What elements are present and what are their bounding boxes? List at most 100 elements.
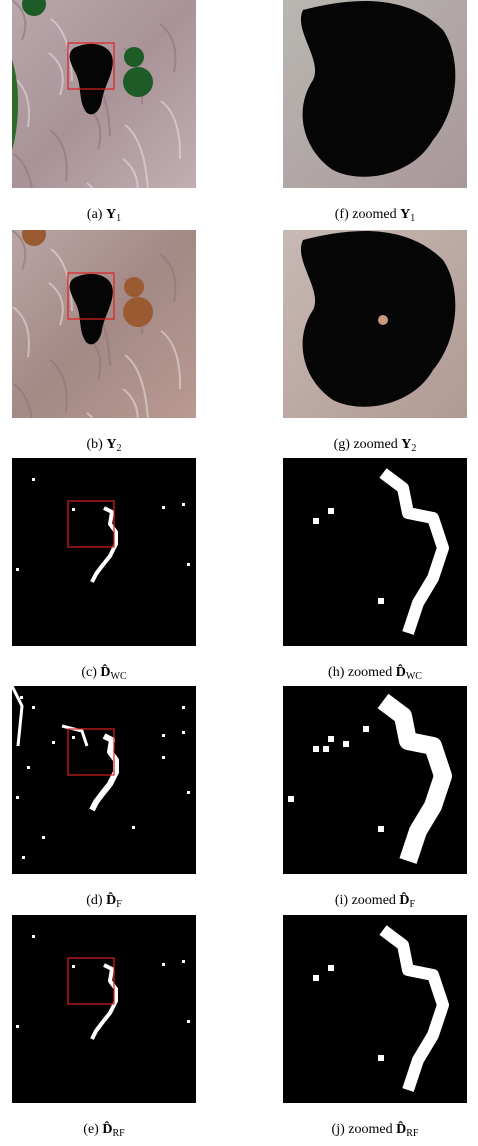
change-pixel <box>22 856 25 859</box>
caption: (i) zoomed D̂F <box>335 891 416 910</box>
caption-symbol: D̂ <box>396 663 406 680</box>
change-pixel <box>162 756 165 759</box>
change-pixel <box>313 975 319 981</box>
caption-subscript: F <box>116 899 122 910</box>
panel-image <box>12 915 196 1103</box>
caption-tag: (d) <box>86 893 103 908</box>
caption-symbol: Y <box>401 437 411 452</box>
image-background <box>12 458 196 646</box>
caption-subscript: F <box>410 899 416 910</box>
caption-tag: (e) <box>83 1122 99 1137</box>
change-pixel <box>162 734 165 737</box>
figure: (a) Y1(b) Y2(c) D̂WC(d) D̂F(e) D̂RF(f) z… <box>0 0 478 1146</box>
change-pixel <box>32 935 35 938</box>
change-pixel <box>313 746 319 752</box>
caption-subscript: RF <box>112 1128 125 1139</box>
field <box>22 222 46 246</box>
panel-image <box>283 686 467 874</box>
caption-subscript: 1 <box>116 213 121 224</box>
change-pixel <box>323 746 329 752</box>
change-pixel <box>378 1055 384 1061</box>
caption-prefix: zoomed <box>352 893 396 908</box>
caption-tag: (c) <box>81 665 97 680</box>
change-pixel <box>162 963 165 966</box>
change-pixel <box>20 696 23 699</box>
caption: (j) zoomed D̂RF <box>332 1120 419 1139</box>
caption-tag: (b) <box>87 437 104 452</box>
change-pixel <box>52 741 55 744</box>
change-pixel <box>132 826 135 829</box>
change-pixel <box>182 960 185 963</box>
change-pixel <box>16 568 19 571</box>
caption-tag: (h) <box>328 665 345 680</box>
caption: (h) zoomed D̂WC <box>328 663 422 682</box>
panel-image <box>283 458 467 646</box>
caption-subscript: 2 <box>116 443 121 454</box>
change-pixel <box>328 965 334 971</box>
caption-symbol: Y <box>106 207 116 222</box>
panel-image <box>12 222 196 467</box>
caption-symbol: D̂ <box>100 663 110 680</box>
caption-prefix: zoomed <box>352 207 396 222</box>
change-pixel <box>32 706 35 709</box>
caption: (a) Y1 <box>87 207 121 224</box>
caption: (e) D̂RF <box>83 1120 125 1139</box>
change-pixel <box>182 731 185 734</box>
change-pixel <box>187 563 190 566</box>
caption: (d) D̂F <box>86 891 122 910</box>
change-pixel <box>16 1025 19 1028</box>
field <box>123 67 153 97</box>
caption: (g) zoomed Y2 <box>334 437 417 454</box>
panel-image <box>283 230 467 418</box>
change-pixel <box>182 706 185 709</box>
change-pixel <box>187 1020 190 1023</box>
change-pixel <box>363 726 369 732</box>
caption-subscript: WC <box>111 671 127 682</box>
change-pixel <box>162 506 165 509</box>
change-pixel <box>72 508 75 511</box>
caption-tag: (j) <box>332 1122 346 1137</box>
panel-image <box>12 0 196 237</box>
field <box>124 47 144 67</box>
panel-image <box>283 915 467 1103</box>
caption-tag: (g) <box>334 437 351 452</box>
panel-image <box>283 0 467 188</box>
change-pixel <box>288 796 294 802</box>
change-pixel <box>378 826 384 832</box>
change-pixel <box>72 736 75 739</box>
caption: (b) Y2 <box>87 437 122 454</box>
change-pixel <box>42 836 45 839</box>
image-background <box>12 915 196 1103</box>
caption-subscript: RF <box>406 1128 419 1139</box>
caption-tag: (f) <box>335 207 349 222</box>
change-pixel <box>187 791 190 794</box>
caption-symbol: D̂ <box>102 1120 112 1137</box>
change-pixel <box>32 478 35 481</box>
change-pixel <box>72 965 75 968</box>
caption-symbol: D̂ <box>399 891 409 908</box>
change-pixel <box>328 508 334 514</box>
panel-image <box>12 686 196 874</box>
change-pixel <box>182 503 185 506</box>
caption: (f) zoomed Y1 <box>335 207 415 224</box>
panel-image <box>12 458 196 646</box>
field <box>124 277 144 297</box>
change-pixel <box>343 741 349 747</box>
caption-tag: (a) <box>87 207 103 222</box>
change-pixel <box>328 736 334 742</box>
caption-prefix: zoomed <box>353 437 397 452</box>
change-pixel <box>313 518 319 524</box>
caption-prefix: zoomed <box>348 1122 392 1137</box>
caption-symbol: Y <box>106 437 116 452</box>
change-pixel <box>16 796 19 799</box>
image-background <box>12 686 196 874</box>
lake-islet <box>378 315 388 325</box>
caption-symbol: D̂ <box>396 1120 406 1137</box>
caption-symbol: Y <box>400 207 410 222</box>
caption-prefix: zoomed <box>348 665 392 680</box>
caption: (c) D̂WC <box>81 663 127 682</box>
caption-subscript: 2 <box>411 443 416 454</box>
field <box>123 297 153 327</box>
change-pixel <box>27 766 30 769</box>
caption-tag: (i) <box>335 893 349 908</box>
